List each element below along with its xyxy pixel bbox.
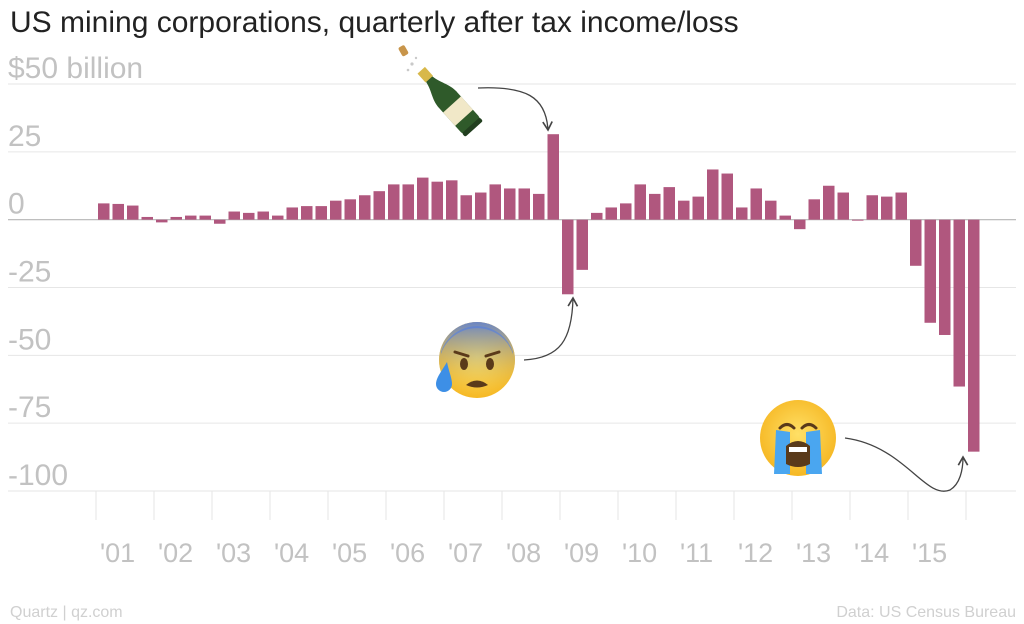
bar-2009Q4 [605, 207, 617, 220]
bar-2013Q3 [823, 185, 835, 220]
bar-2006Q4 [431, 181, 443, 220]
bar-2012Q4 [779, 215, 791, 220]
bar-2007Q1 [446, 180, 458, 220]
x-tick-label: '11 [680, 538, 713, 568]
bar-2011Q2 [692, 196, 704, 220]
x-tick-label: '03 [216, 538, 251, 568]
x-tick-label: '05 [332, 538, 367, 568]
bar-2006Q1 [388, 184, 400, 220]
x-tick-label: '15 [912, 538, 947, 568]
x-tick-label: '13 [796, 538, 831, 568]
bar-2001Q1 [98, 203, 110, 220]
bar-2005Q4 [373, 191, 385, 220]
bar-2003Q2 [228, 211, 240, 220]
bar-2004Q2 [286, 207, 298, 220]
bar-2010Q4 [663, 187, 675, 220]
bar-2004Q4 [315, 206, 327, 220]
bar-2011Q4 [721, 173, 733, 220]
bar-2014Q4 [895, 192, 907, 220]
x-axis-labels: '01 '02 '03 '04 '05 '06 '07 '08 '09 '10 '11 '12 '13 '… [100, 538, 947, 568]
bar-2012Q3 [765, 200, 777, 220]
bar-2012Q2 [750, 188, 762, 220]
bar-2002Q1 [156, 219, 168, 223]
bar-2008Q3 [533, 193, 545, 220]
bar-2002Q4 [199, 215, 211, 220]
x-tick-label: '06 [390, 538, 425, 568]
bar-2014Q1 [852, 219, 864, 221]
bar-2005Q3 [359, 195, 371, 220]
y-tick-label: -25 [8, 256, 51, 289]
bar-2007Q4 [489, 184, 501, 220]
bar-2004Q3 [301, 206, 313, 220]
anxious-face-arrow [523, 296, 579, 361]
bar-2001Q2 [112, 203, 124, 220]
bar-2002Q2 [170, 216, 182, 220]
bar-2015Q1 [910, 219, 922, 266]
bar-2015Q3 [939, 219, 951, 335]
bar-2010Q3 [649, 193, 661, 220]
footer-source-right: Data: US Census Bureau [836, 604, 1016, 621]
champagne-arrow [477, 87, 553, 132]
x-tick-label: '08 [506, 538, 541, 568]
x-axis-ticks [95, 491, 967, 520]
bar-2010Q1 [620, 203, 632, 220]
bar-2004Q1 [272, 215, 284, 220]
bar-2014Q3 [881, 196, 893, 220]
bar-2011Q3 [707, 169, 719, 220]
bar-series [98, 134, 980, 452]
y-tick-label: -100 [8, 459, 68, 492]
footer-source-left: Quartz | qz.com [10, 604, 123, 621]
bar-60 [968, 219, 980, 452]
bar-2009Q1 [562, 219, 574, 295]
x-tick-label: '10 [622, 538, 657, 568]
bar-2008Q1 [504, 188, 516, 220]
y-tick-label: $50 billion [8, 52, 143, 85]
loudly-crying-face-icon [760, 400, 836, 476]
bar-2013Q4 [837, 192, 849, 220]
bar-2015Q4 [953, 219, 965, 387]
x-tick-label: '04 [274, 538, 309, 568]
bar-2013Q2 [808, 199, 820, 220]
bar-2013Q1 [794, 219, 806, 230]
bar-2005Q1 [330, 200, 342, 220]
gridlines [8, 83, 1016, 492]
chart-title: US mining corporations, quarterly after … [10, 6, 739, 39]
y-tick-label: 0 [8, 188, 25, 221]
crying-face-arrow [844, 437, 969, 492]
y-tick-label: -75 [8, 391, 51, 424]
x-tick-label: '07 [448, 538, 483, 568]
x-tick-label: '01 [100, 538, 135, 568]
bar-2008Q2 [518, 188, 530, 220]
anxious-sweat-face-icon [436, 322, 515, 398]
bar-2009Q3 [591, 212, 603, 220]
bar-2007Q2 [460, 195, 472, 220]
bar-2012Q1 [736, 207, 748, 220]
bar-2001Q3 [127, 205, 139, 220]
y-tick-label: -50 [8, 323, 51, 356]
bar-2006Q2 [402, 184, 414, 220]
bar-2002Q3 [185, 215, 197, 220]
bar-2003Q4 [257, 211, 269, 220]
bar-2009Q2 [576, 219, 588, 270]
bar-2003Q1 [214, 219, 226, 224]
bar-2001Q4 [141, 216, 153, 220]
bar-2008Q4 [547, 134, 559, 220]
bar-2010Q2 [634, 184, 646, 220]
bar-2007Q3 [475, 192, 487, 220]
x-tick-label: '09 [564, 538, 599, 568]
champagne-cork-icon [398, 45, 418, 72]
champagne-bottle-icon [417, 66, 483, 137]
bar-2003Q3 [243, 212, 255, 220]
bar-2015Q2 [924, 219, 936, 323]
y-tick-label: 25 [8, 120, 41, 153]
x-tick-label: '12 [738, 538, 773, 568]
y-axis-labels: $50 billion 25 0 -25 -50 -75 -100 [8, 52, 143, 492]
x-tick-label: '02 [158, 538, 193, 568]
bar-2014Q2 [866, 195, 878, 220]
x-tick-label: '14 [854, 538, 889, 568]
bar-2011Q1 [678, 200, 690, 220]
bar-2006Q3 [417, 177, 429, 220]
bar-2005Q2 [344, 199, 356, 220]
